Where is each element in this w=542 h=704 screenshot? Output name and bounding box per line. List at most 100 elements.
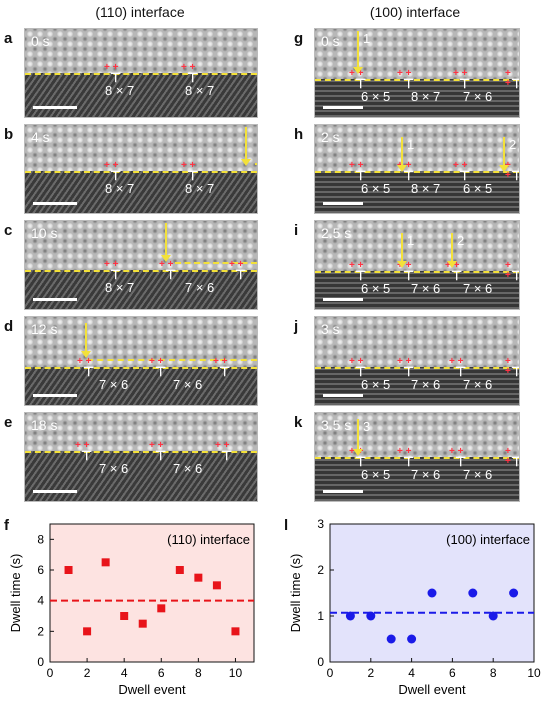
scale-bar	[323, 106, 363, 109]
dislocation-marker: ⊤	[83, 364, 95, 379]
plus-marker: + +	[181, 62, 196, 73]
lower-crystal-lattice	[315, 171, 519, 213]
scale-bar	[33, 106, 77, 109]
upper-crystal-lattice	[25, 317, 257, 367]
data-point	[407, 634, 417, 644]
periodicity-label: 8 × 7	[105, 83, 135, 98]
scale-bar	[33, 394, 77, 397]
lower-crystal-lattice	[315, 457, 519, 501]
plus-marker: + +	[349, 260, 364, 271]
y-tick-label: 2	[317, 563, 324, 577]
data-point	[366, 611, 376, 621]
arrow-number: 1	[407, 233, 415, 248]
dislocation-marker: ⊤	[511, 365, 519, 378]
periodicity-label: 7 × 6	[99, 377, 129, 392]
x-tick-label: 8	[490, 666, 497, 680]
dislocation-marker: ⊤	[451, 268, 463, 283]
y-tick-label: 6	[37, 563, 44, 577]
arrow-number: 1	[363, 31, 371, 46]
y-axis-label: Dwell time (s)	[8, 554, 23, 633]
dislocation-marker: ⊤	[511, 455, 519, 468]
plot-area	[49, 523, 255, 663]
scale-bar	[33, 298, 77, 301]
dislocation-marker: ⊤	[355, 268, 367, 283]
periodicity-label: 8 × 7	[185, 181, 215, 196]
dislocation-marker: ⊤	[110, 267, 122, 282]
x-tick-label: 0	[47, 666, 54, 680]
data-point	[83, 627, 92, 636]
dislocation-marker: ⊤	[219, 364, 231, 379]
y-tick-label: 3	[317, 517, 324, 531]
arrow-number: 2	[457, 233, 465, 248]
interface-dashed-line	[315, 271, 519, 273]
periodicity-label: 8 × 7	[105, 280, 135, 295]
timestamp: 0 s	[31, 33, 50, 49]
dislocation-marker: ⊤	[110, 168, 122, 183]
periodicity-label: 7 × 6	[173, 461, 203, 476]
scale-bar	[33, 202, 77, 205]
x-axis-label: Dwell event	[118, 682, 186, 697]
plus-marker: + +	[505, 68, 511, 89]
data-point	[427, 588, 437, 598]
plus-marker: + +	[453, 68, 468, 79]
periodicity-label: 7 × 6	[185, 280, 215, 295]
data-point	[64, 566, 73, 574]
periodicity-label: 7 × 6	[99, 461, 129, 476]
interface-dashed-line	[25, 73, 257, 75]
interface-step-line	[175, 262, 257, 264]
upper-crystal-lattice	[315, 221, 519, 271]
x-tick-label: 10	[229, 666, 243, 680]
dislocation-marker: ⊤	[81, 448, 93, 463]
interface-dashed-line	[315, 457, 519, 459]
panel-label-i: i	[294, 222, 299, 239]
step-arrow	[241, 127, 251, 166]
dislocation-marker: ⊤	[155, 364, 167, 379]
panel-label-g: g	[294, 30, 304, 47]
upper-crystal-lattice	[25, 29, 257, 73]
dislocation-marker: ⊤	[403, 268, 415, 283]
data-point	[175, 566, 184, 574]
y-tick-label: 0	[37, 655, 44, 669]
tem-image-b: 4 s⊤+ +⊤+ +⊤+ +8 × 78 × 7	[24, 124, 258, 214]
plus-marker: + +	[215, 440, 230, 451]
arrow-number: 1	[407, 137, 415, 152]
y-tick-label: 1	[317, 609, 324, 623]
chart-title: (100) interface	[446, 532, 530, 547]
dislocation-marker: ⊤	[235, 267, 247, 282]
periodicity-label: 7 × 6	[411, 281, 441, 296]
timestamp: 3.5 s	[321, 417, 352, 433]
arrow-number: 3	[363, 419, 371, 434]
upper-crystal-lattice	[315, 317, 519, 367]
periodicity-label: 6 × 5	[361, 377, 391, 392]
dislocation-marker: ⊤	[155, 448, 167, 463]
plus-marker: + +	[213, 356, 228, 367]
tem-image-i: 2.5 s⊤+ +⊤+ +⊤+ +⊤+ +6 × 57 × 67 × 612	[314, 220, 520, 310]
plus-marker: + +	[104, 259, 119, 270]
panel-label-l: l	[284, 517, 289, 534]
timestamp: 2 s	[321, 129, 340, 145]
dislocation-marker: ⊤	[511, 77, 519, 90]
periodicity-label: 7 × 6	[463, 89, 493, 104]
periodicity-label: 7 × 6	[463, 467, 493, 482]
dislocation-marker: ⊤	[355, 454, 367, 469]
plus-marker: + +	[349, 160, 364, 171]
tem-image-j: 3 s⊤+ +⊤+ +⊤+ +⊤+ +6 × 57 × 67 × 6	[314, 316, 520, 406]
timestamp: 12 s	[31, 321, 58, 337]
step-arrow	[447, 233, 457, 268]
periodicity-label: 8 × 7	[185, 83, 215, 98]
tem-image-h: 2 s⊤+ +⊤+ +⊤+ +⊤+ +6 × 58 × 76 × 512	[314, 124, 520, 214]
data-point	[120, 612, 129, 620]
y-tick-label: 4	[37, 594, 44, 608]
interface-dashed-line	[25, 367, 257, 369]
upper-crystal-lattice	[315, 29, 519, 79]
tem-image-a: 0 s⊤+ +⊤+ +⊤+ +8 × 78 × 7	[24, 28, 258, 118]
plus-marker: + +	[505, 260, 511, 281]
step-arrow	[397, 233, 407, 268]
step-arrow	[499, 137, 509, 172]
dislocation-marker: ⊤	[511, 169, 519, 182]
periodicity-label: 6 × 5	[361, 89, 391, 104]
dislocation-marker: ⊤	[511, 269, 519, 282]
data-point	[386, 634, 396, 644]
interface-step-line	[87, 359, 257, 361]
upper-crystal-lattice	[315, 125, 519, 171]
